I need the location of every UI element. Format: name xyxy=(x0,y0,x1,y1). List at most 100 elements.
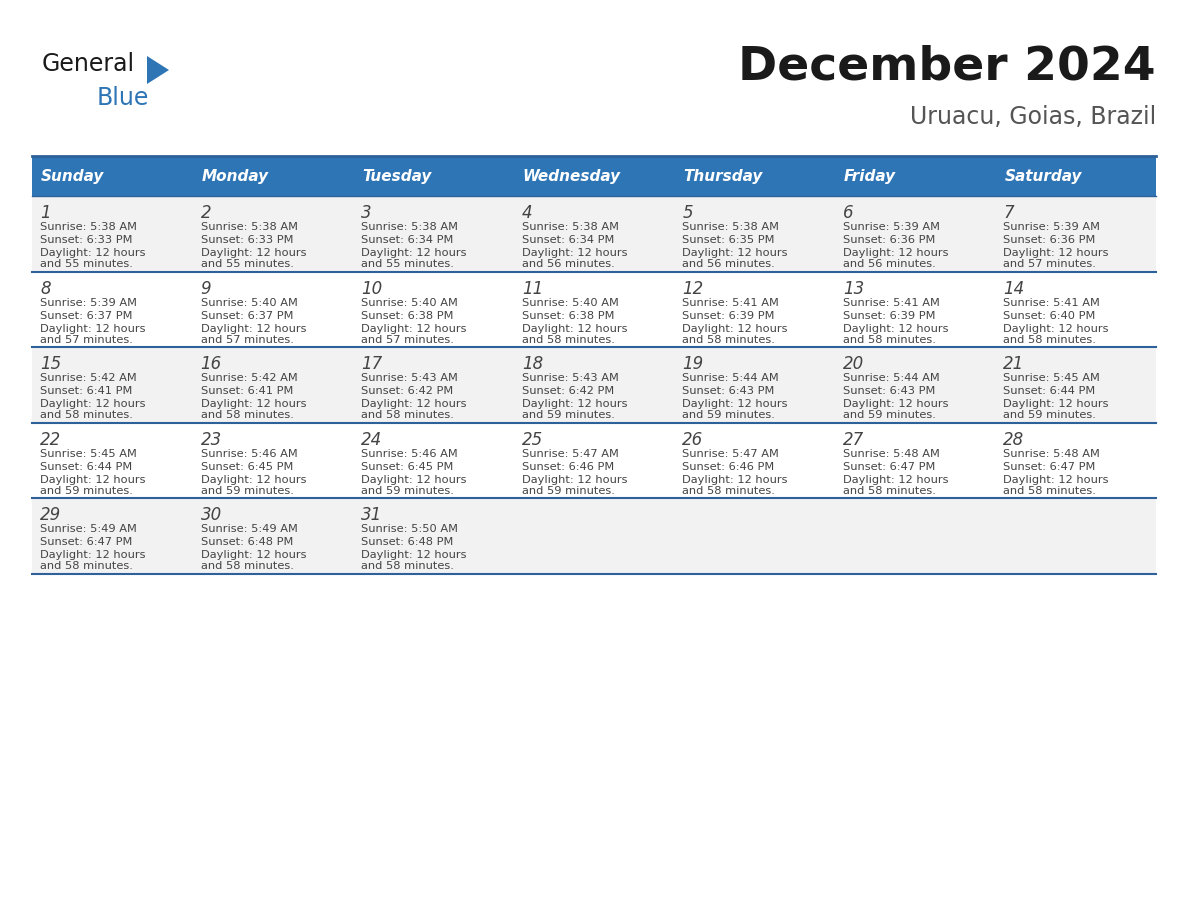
Text: Sunset: 6:48 PM: Sunset: 6:48 PM xyxy=(361,537,454,547)
Bar xyxy=(32,196,1156,272)
Text: Daylight: 12 hours: Daylight: 12 hours xyxy=(1004,248,1108,258)
Text: Daylight: 12 hours: Daylight: 12 hours xyxy=(682,399,788,409)
Text: 28: 28 xyxy=(1004,431,1025,449)
Text: Sunset: 6:40 PM: Sunset: 6:40 PM xyxy=(1004,310,1095,320)
Text: Sunset: 6:42 PM: Sunset: 6:42 PM xyxy=(522,386,614,396)
Text: 25: 25 xyxy=(522,431,543,449)
Text: Sunrise: 5:46 AM: Sunrise: 5:46 AM xyxy=(361,449,457,458)
Text: Sunset: 6:33 PM: Sunset: 6:33 PM xyxy=(40,235,133,245)
Polygon shape xyxy=(147,56,169,84)
Text: 13: 13 xyxy=(842,279,864,297)
Text: Sunset: 6:38 PM: Sunset: 6:38 PM xyxy=(522,310,614,320)
Text: Daylight: 12 hours: Daylight: 12 hours xyxy=(361,550,467,560)
Text: 17: 17 xyxy=(361,355,383,373)
Text: and 58 minutes.: and 58 minutes. xyxy=(1004,486,1097,496)
Text: Sunset: 6:39 PM: Sunset: 6:39 PM xyxy=(842,310,935,320)
Text: 7: 7 xyxy=(1004,204,1015,222)
Text: and 56 minutes.: and 56 minutes. xyxy=(682,259,775,269)
Text: Sunset: 6:37 PM: Sunset: 6:37 PM xyxy=(201,310,293,320)
Text: Sunrise: 5:38 AM: Sunrise: 5:38 AM xyxy=(201,222,297,232)
Text: Sunset: 6:47 PM: Sunset: 6:47 PM xyxy=(842,462,935,472)
Text: Thursday: Thursday xyxy=(683,169,763,184)
Text: 8: 8 xyxy=(40,279,51,297)
Text: Sunrise: 5:49 AM: Sunrise: 5:49 AM xyxy=(201,524,297,534)
Text: Sunset: 6:44 PM: Sunset: 6:44 PM xyxy=(40,462,132,472)
Text: Daylight: 12 hours: Daylight: 12 hours xyxy=(682,475,788,485)
Text: Blue: Blue xyxy=(97,86,150,110)
Text: Daylight: 12 hours: Daylight: 12 hours xyxy=(40,550,145,560)
Text: Daylight: 12 hours: Daylight: 12 hours xyxy=(522,323,627,333)
Text: Sunset: 6:37 PM: Sunset: 6:37 PM xyxy=(40,310,133,320)
Text: Sunrise: 5:45 AM: Sunrise: 5:45 AM xyxy=(1004,373,1100,383)
Text: Sunset: 6:36 PM: Sunset: 6:36 PM xyxy=(1004,235,1095,245)
Text: Daylight: 12 hours: Daylight: 12 hours xyxy=(842,475,948,485)
Text: Sunset: 6:35 PM: Sunset: 6:35 PM xyxy=(682,235,775,245)
Text: Sunrise: 5:42 AM: Sunrise: 5:42 AM xyxy=(40,373,137,383)
Text: and 55 minutes.: and 55 minutes. xyxy=(361,259,454,269)
Text: and 58 minutes.: and 58 minutes. xyxy=(201,561,293,571)
Text: 11: 11 xyxy=(522,279,543,297)
Bar xyxy=(32,156,192,196)
Text: Daylight: 12 hours: Daylight: 12 hours xyxy=(361,323,467,333)
Text: Daylight: 12 hours: Daylight: 12 hours xyxy=(201,399,307,409)
Bar xyxy=(835,156,996,196)
Text: Sunrise: 5:47 AM: Sunrise: 5:47 AM xyxy=(522,449,619,458)
Text: Sunset: 6:38 PM: Sunset: 6:38 PM xyxy=(361,310,454,320)
Text: Sunrise: 5:41 AM: Sunrise: 5:41 AM xyxy=(842,297,940,308)
Text: Sunrise: 5:38 AM: Sunrise: 5:38 AM xyxy=(522,222,619,232)
Bar xyxy=(32,422,1156,498)
Text: Sunrise: 5:40 AM: Sunrise: 5:40 AM xyxy=(201,297,297,308)
Text: 1: 1 xyxy=(40,204,51,222)
Text: and 58 minutes.: and 58 minutes. xyxy=(40,561,133,571)
Text: Daylight: 12 hours: Daylight: 12 hours xyxy=(40,323,145,333)
Text: Sunset: 6:39 PM: Sunset: 6:39 PM xyxy=(682,310,775,320)
Bar xyxy=(32,347,1156,422)
Bar xyxy=(32,498,1156,574)
Text: 15: 15 xyxy=(40,355,62,373)
Text: 4: 4 xyxy=(522,204,532,222)
Text: and 59 minutes.: and 59 minutes. xyxy=(522,486,614,496)
Text: and 59 minutes.: and 59 minutes. xyxy=(842,410,936,420)
Text: Daylight: 12 hours: Daylight: 12 hours xyxy=(201,550,307,560)
Text: General: General xyxy=(42,52,135,76)
Text: 5: 5 xyxy=(682,204,693,222)
Text: Sunrise: 5:50 AM: Sunrise: 5:50 AM xyxy=(361,524,459,534)
Text: Daylight: 12 hours: Daylight: 12 hours xyxy=(40,248,145,258)
Text: Sunrise: 5:41 AM: Sunrise: 5:41 AM xyxy=(1004,297,1100,308)
Text: 23: 23 xyxy=(201,431,222,449)
Text: Sunrise: 5:49 AM: Sunrise: 5:49 AM xyxy=(40,524,137,534)
Text: Sunrise: 5:44 AM: Sunrise: 5:44 AM xyxy=(682,373,779,383)
Text: Tuesday: Tuesday xyxy=(362,169,431,184)
Text: Wednesday: Wednesday xyxy=(523,169,621,184)
Text: December 2024: December 2024 xyxy=(739,44,1156,89)
Text: 22: 22 xyxy=(40,431,62,449)
Text: Sunrise: 5:43 AM: Sunrise: 5:43 AM xyxy=(361,373,459,383)
Text: Sunset: 6:41 PM: Sunset: 6:41 PM xyxy=(40,386,132,396)
Text: Daylight: 12 hours: Daylight: 12 hours xyxy=(201,248,307,258)
Text: Daylight: 12 hours: Daylight: 12 hours xyxy=(1004,399,1108,409)
Text: Daylight: 12 hours: Daylight: 12 hours xyxy=(522,475,627,485)
Text: 14: 14 xyxy=(1004,279,1025,297)
Text: and 59 minutes.: and 59 minutes. xyxy=(522,410,614,420)
Text: 20: 20 xyxy=(842,355,864,373)
Text: and 58 minutes.: and 58 minutes. xyxy=(361,561,454,571)
Text: Sunset: 6:34 PM: Sunset: 6:34 PM xyxy=(522,235,614,245)
Text: 6: 6 xyxy=(842,204,853,222)
Text: Sunrise: 5:38 AM: Sunrise: 5:38 AM xyxy=(682,222,779,232)
Text: Sunset: 6:45 PM: Sunset: 6:45 PM xyxy=(201,462,293,472)
Text: and 58 minutes.: and 58 minutes. xyxy=(40,410,133,420)
Text: Daylight: 12 hours: Daylight: 12 hours xyxy=(842,399,948,409)
Text: Saturday: Saturday xyxy=(1004,169,1082,184)
Text: Daylight: 12 hours: Daylight: 12 hours xyxy=(40,475,145,485)
Text: and 56 minutes.: and 56 minutes. xyxy=(842,259,936,269)
Text: Daylight: 12 hours: Daylight: 12 hours xyxy=(40,399,145,409)
Text: and 58 minutes.: and 58 minutes. xyxy=(682,334,775,344)
Text: and 59 minutes.: and 59 minutes. xyxy=(201,486,293,496)
Text: Daylight: 12 hours: Daylight: 12 hours xyxy=(1004,323,1108,333)
Text: Sunset: 6:46 PM: Sunset: 6:46 PM xyxy=(522,462,614,472)
Text: Daylight: 12 hours: Daylight: 12 hours xyxy=(201,475,307,485)
Text: 9: 9 xyxy=(201,279,211,297)
Text: Daylight: 12 hours: Daylight: 12 hours xyxy=(842,323,948,333)
Text: Sunrise: 5:39 AM: Sunrise: 5:39 AM xyxy=(40,297,137,308)
Bar xyxy=(513,156,675,196)
